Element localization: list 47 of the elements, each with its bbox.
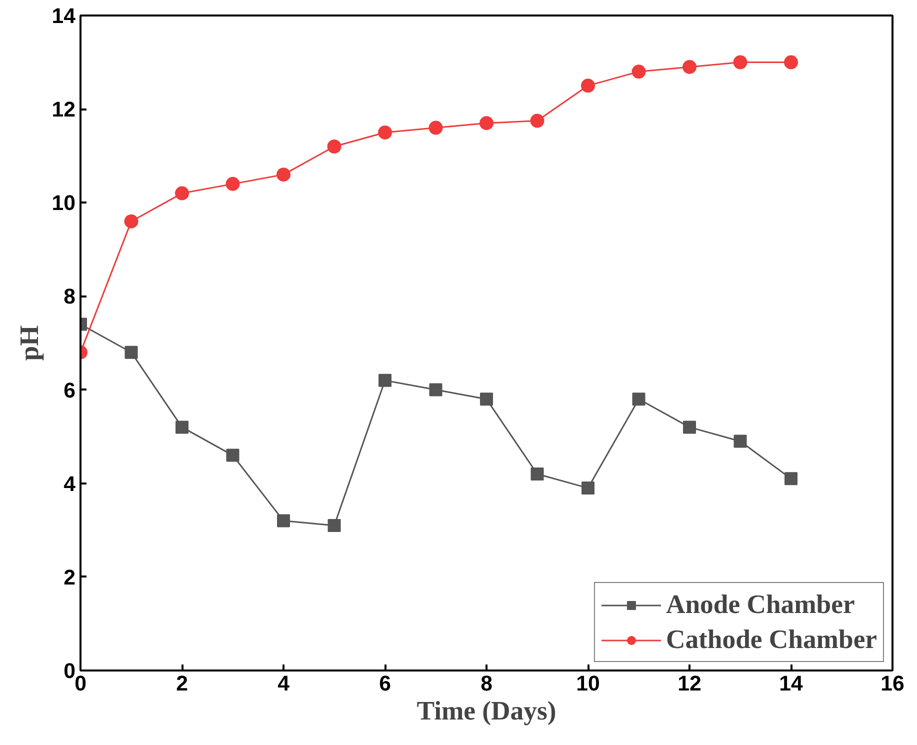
x-tick-label: 16 [880,672,904,696]
point [175,186,189,200]
x-tick-label: 12 [678,672,702,696]
x-tick-label: 10 [576,672,600,696]
x-tick-label: 14 [779,672,803,696]
y-tick-label: 8 [64,284,76,309]
y-tick-label: 2 [64,565,76,590]
point [480,392,493,406]
point [124,346,138,359]
point [733,55,748,70]
x-tick-label: 4 [278,672,290,696]
point [429,383,442,396]
y-tick-label: 12 [52,98,76,122]
y-tick-label: 4 [64,472,76,496]
point [378,125,392,140]
point [784,55,798,70]
point [581,78,595,93]
x-tick-label: 6 [379,672,392,696]
x-axis-title: Time (Days) [416,696,556,726]
point [327,140,342,154]
legend-label: Cathode Chamber [666,624,877,655]
point [176,420,188,434]
y-axis-title: pH [14,324,44,361]
point [682,60,696,74]
y-tick-label: 6 [64,378,76,402]
point [226,448,240,462]
point [226,176,240,191]
point [124,214,138,228]
point [632,64,646,79]
point [582,482,594,495]
point [734,434,747,448]
x-tick-label: 2 [176,672,188,696]
point [530,468,544,480]
y-tick-label: 14 [52,4,76,28]
point [784,472,798,486]
point [277,514,290,528]
point [530,114,544,128]
point [480,116,494,130]
x-tick-label: 8 [480,672,493,696]
point [428,120,443,135]
point [328,518,341,532]
point [632,392,646,406]
point [683,420,696,434]
legend-label: Anode Chamber [666,589,855,620]
y-tick-label: 10 [52,191,76,216]
point [378,374,392,387]
point [276,168,290,182]
